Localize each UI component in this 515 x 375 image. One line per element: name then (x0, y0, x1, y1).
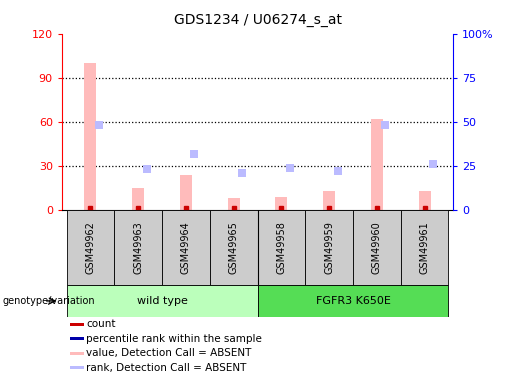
Bar (276, 197, 287, 210)
Text: genotype/variation: genotype/variation (3, 296, 95, 306)
Bar (401, 210, 449, 285)
Text: GSM49963: GSM49963 (133, 221, 143, 274)
Bar (70, 323, 84, 326)
Text: rank, Detection Call = ABSENT: rank, Detection Call = ABSENT (86, 363, 247, 373)
Bar (70, 337, 84, 340)
Bar (419, 191, 431, 210)
Text: value, Detection Call = ABSENT: value, Detection Call = ABSENT (86, 348, 251, 358)
Bar (162, 210, 210, 285)
Text: GSM49958: GSM49958 (277, 221, 286, 274)
Bar (114, 210, 162, 285)
Bar (210, 210, 258, 285)
Bar (305, 210, 353, 285)
Bar (258, 285, 449, 317)
Bar (70, 352, 84, 355)
Text: GSM49960: GSM49960 (372, 221, 382, 274)
Text: GSM49962: GSM49962 (85, 221, 95, 274)
Text: FGFR3 K650E: FGFR3 K650E (316, 296, 390, 306)
Text: wild type: wild type (136, 296, 187, 306)
Bar (258, 210, 305, 285)
Bar (132, 188, 144, 210)
Bar (371, 119, 383, 210)
Bar (228, 198, 239, 210)
Bar (323, 191, 335, 210)
Text: GSM49964: GSM49964 (181, 221, 191, 274)
Text: GSM49961: GSM49961 (420, 221, 430, 274)
Text: percentile rank within the sample: percentile rank within the sample (86, 334, 262, 344)
Bar (180, 175, 192, 210)
Text: GDS1234 / U06274_s_at: GDS1234 / U06274_s_at (174, 13, 341, 27)
Bar (84, 63, 96, 210)
Bar (66, 285, 258, 317)
Bar (353, 210, 401, 285)
Text: count: count (86, 319, 115, 329)
Text: GSM49959: GSM49959 (324, 221, 334, 274)
Bar (70, 366, 84, 369)
Text: GSM49965: GSM49965 (229, 221, 238, 274)
Bar (66, 210, 114, 285)
